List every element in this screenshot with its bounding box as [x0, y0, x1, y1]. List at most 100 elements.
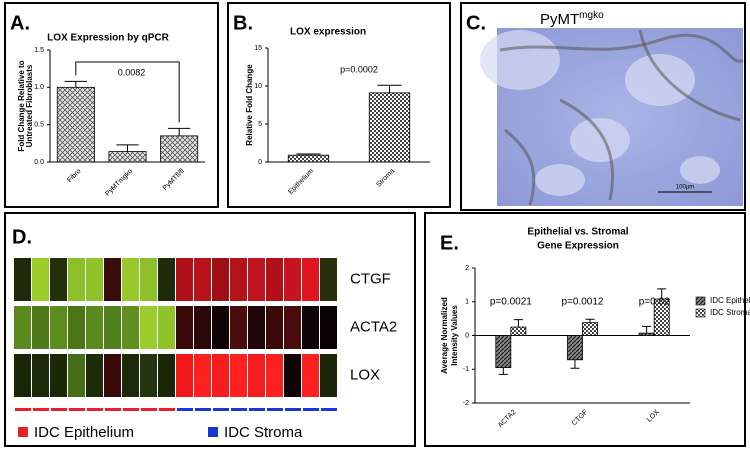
heatmap-cell — [230, 306, 247, 349]
heatmap-cell — [284, 258, 301, 301]
panel-frames — [4, 2, 746, 447]
error-bar — [377, 84, 402, 93]
row-label: CTGF — [350, 270, 391, 287]
chart-title: Gene Expression — [537, 241, 619, 252]
heatmap-cell — [104, 258, 121, 301]
annotation: p=0.0002 — [340, 64, 378, 74]
error-bar — [657, 288, 667, 300]
row-label: ACTA2 — [350, 318, 397, 335]
annotation: p=0.0021 — [490, 297, 532, 308]
x-tick-label: LOX — [646, 409, 661, 424]
group-bar — [159, 408, 175, 411]
heatmap-cell — [122, 354, 139, 397]
heatmap-cell — [32, 354, 49, 397]
panel-label: D. — [12, 226, 32, 248]
legend-swatch — [695, 308, 706, 318]
bar — [567, 335, 583, 361]
heatmap-cell — [176, 354, 193, 397]
heatmap-cell — [248, 258, 265, 301]
micrograph-fiber — [638, 29, 741, 122]
legend-swatch — [208, 427, 218, 437]
group-bar — [141, 408, 157, 411]
heatmap-cell — [50, 354, 67, 397]
heatmap-cell — [194, 354, 211, 397]
heatmap-cell — [320, 306, 337, 349]
chart-title: Epithelial vs. Stromal — [527, 227, 628, 238]
bar — [368, 92, 411, 163]
heatmap-cell — [302, 258, 319, 301]
group-bar — [87, 408, 103, 411]
heatmap-cell — [14, 306, 31, 349]
scale-bar-label: 100µm — [676, 185, 694, 191]
y-axis-label: Fold Change Relative to — [17, 60, 26, 151]
y-axis-label: Average Normalized — [440, 297, 449, 374]
heatmap-cell — [230, 354, 247, 397]
error-bar — [64, 80, 87, 88]
legend-label: IDC Epithelium — [34, 424, 134, 441]
heatmap-cell — [122, 258, 139, 301]
y-tick-label: 1.5 — [34, 47, 44, 54]
y-tick-label: -2 — [463, 400, 469, 407]
heatmap-cell — [50, 258, 67, 301]
legend-label: IDC Stroma — [710, 308, 750, 317]
x-tick-label: PyMTmgko — [104, 168, 134, 198]
group-bar — [303, 408, 319, 411]
y-tick-label: 0 — [465, 332, 469, 339]
annotation: 0.0082 — [118, 67, 146, 77]
heatmap-cell — [86, 306, 103, 349]
legend-swatch — [695, 296, 706, 306]
heatmap-cell — [320, 258, 337, 301]
group-bar — [69, 408, 85, 411]
group-bar — [249, 408, 265, 411]
chart-title: LOX Expression by qPCR — [47, 33, 169, 44]
panel-label: A. — [10, 12, 30, 34]
y-axis-label: Intensity Values — [450, 305, 459, 366]
error-bar — [570, 359, 580, 369]
frame-a — [4, 2, 219, 208]
frame-c — [460, 2, 746, 211]
group-bar — [123, 408, 139, 411]
bar — [510, 326, 527, 336]
micrograph-region — [480, 30, 560, 90]
x-tick-label: Fibro — [66, 168, 82, 184]
y-tick-label: 5 — [258, 121, 262, 128]
y-tick-label: 0.5 — [34, 122, 44, 129]
heatmap-cell — [212, 258, 229, 301]
heatmap-cell — [194, 258, 211, 301]
group-bar — [15, 408, 31, 411]
heatmap-cell — [32, 258, 49, 301]
group-bar — [285, 408, 301, 411]
heatmap-cell — [284, 306, 301, 349]
group-bar — [105, 408, 121, 411]
error-bar — [296, 153, 321, 156]
bar — [56, 86, 95, 163]
heatmap-cell — [302, 306, 319, 349]
group-bar — [195, 408, 211, 411]
bar — [108, 151, 147, 163]
heatmap-cell — [320, 354, 337, 397]
heatmap-cell — [284, 354, 301, 397]
y-tick-label: 10 — [254, 83, 262, 90]
micrograph-region — [625, 54, 695, 106]
error-bar — [168, 127, 191, 136]
y-tick-label: 0 — [258, 159, 262, 166]
heatmap-cell — [68, 354, 85, 397]
group-bar — [213, 408, 229, 411]
heatmap-cell — [248, 354, 265, 397]
heatmap-cell — [140, 354, 157, 397]
x-tick-label: CTGF — [571, 409, 589, 427]
error-bar — [513, 319, 523, 328]
x-tick-label: Stroma — [375, 168, 396, 189]
group-bar — [267, 408, 283, 411]
micrograph-region — [535, 164, 585, 196]
legend-label: IDC Stroma — [224, 424, 303, 441]
x-tick-label: Epithelium — [287, 168, 315, 196]
error-bar — [585, 318, 595, 323]
heatmap-cell — [68, 258, 85, 301]
heatmap-cell — [104, 354, 121, 397]
micrograph-fiber — [504, 128, 536, 206]
y-axis-label: Untreated Fibroblasts — [25, 64, 34, 147]
y-tick-label: -1 — [463, 366, 469, 373]
